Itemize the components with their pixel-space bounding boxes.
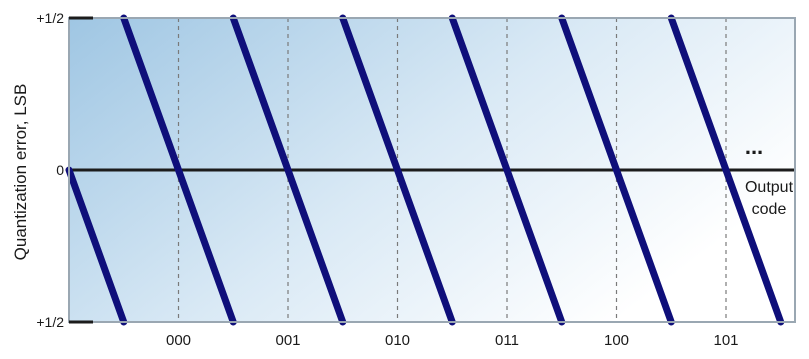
y-axis-label: Quantization error, LSB (11, 84, 30, 261)
x-tick-label-010: 010 (385, 332, 410, 349)
plot-frame (68, 16, 796, 324)
x-tick-label-011: 011 (495, 332, 519, 349)
y-tick-labels: +1/2 0 +1/2 (36, 10, 64, 330)
y-tick-label-1: +1/2 (36, 10, 64, 26)
x-axis-label-line-2: code (752, 201, 787, 218)
x-tick-labels: 000 001 010 011 100 101 (166, 332, 739, 349)
error-segment-2 (120, 14, 237, 326)
plot-border (68, 17, 796, 323)
error-segment-3 (229, 14, 347, 326)
y-tick-label-2: 0 (56, 162, 64, 178)
error-segment-7 (667, 14, 785, 326)
x-axis-label: Output code (745, 179, 794, 218)
continuation-ellipsis: ... (745, 134, 763, 159)
error-segment-5 (448, 14, 566, 326)
x-tick-label-000: 000 (166, 332, 191, 349)
error-sawtooth-series (65, 14, 785, 326)
x-tick-label-100: 100 (604, 332, 629, 349)
error-segment-6 (558, 14, 675, 326)
y-tick-label-3: +1/2 (36, 314, 64, 330)
error-segment-1 (65, 166, 128, 326)
x-tick-label-101: 101 (713, 332, 738, 349)
x-tick-label-001: 001 (275, 332, 300, 349)
error-segment-4 (339, 14, 456, 326)
x-axis-label-line-1: Output (745, 179, 794, 196)
